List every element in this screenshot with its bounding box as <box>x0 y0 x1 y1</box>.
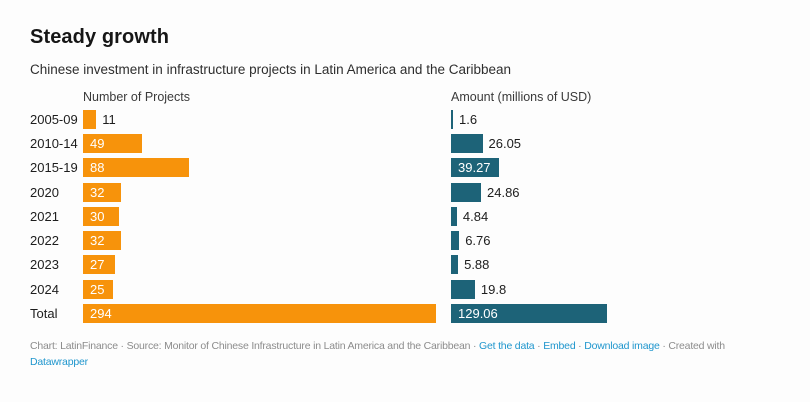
amount-bar-track: 129.06 <box>451 304 786 324</box>
footer-text: · <box>575 340 585 352</box>
projects-value-label: 88 <box>90 160 105 176</box>
row-label: 2010-14 <box>30 135 78 151</box>
table-row: 2010-14 49 26.05 <box>30 131 786 155</box>
projects-bar: 30 <box>83 206 119 226</box>
footer-credits: Chart: LatinFinance · Source: Monitor of… <box>30 339 800 370</box>
table-row: 2021 30 4.84 <box>30 204 786 228</box>
projects-bar: 27 <box>83 255 116 275</box>
row-label: 2023 <box>30 257 59 273</box>
projects-bar-track: 88 <box>83 158 451 178</box>
amount-column-header: Amount (millions of USD) <box>451 90 592 104</box>
amount-value-label: 129.06 <box>458 306 498 322</box>
amount-bar <box>451 255 459 275</box>
row-label: 2020 <box>30 184 59 200</box>
footer-text: · Created with <box>659 340 725 352</box>
amount-bar-track: 1.6 <box>451 109 786 129</box>
projects-bar-track: 32 <box>83 182 451 202</box>
amount-value-label: 24.86 <box>487 184 520 200</box>
projects-value-label: 27 <box>90 257 105 273</box>
footer-link-embed[interactable]: Embed <box>543 340 576 352</box>
amount-value-label: 4.84 <box>462 208 489 224</box>
amount-bar-track: 39.27 <box>451 158 786 178</box>
projects-bar-track: 294 <box>83 304 451 324</box>
amount-bar <box>451 133 483 153</box>
row-label: Total <box>30 306 58 322</box>
footer-link-datawrapper[interactable]: Datawrapper <box>30 355 88 368</box>
projects-value-label: 49 <box>90 135 105 151</box>
footer-text: · <box>534 340 544 352</box>
projects-value-label: 32 <box>90 184 105 200</box>
projects-bar-track: 32 <box>83 231 451 251</box>
row-label: 2005-09 <box>30 111 78 127</box>
amount-value-label: 19.8 <box>480 281 507 297</box>
amount-bar <box>451 206 457 226</box>
footer-text: Chart: LatinFinance · Source: Monitor of… <box>30 340 480 352</box>
projects-value-label: 11 <box>102 111 116 127</box>
amount-bar: 39.27 <box>451 158 499 178</box>
table-row: 2022 32 6.76 <box>30 228 786 252</box>
amount-value-label: 39.27 <box>458 160 491 176</box>
projects-bar: 32 <box>83 182 122 202</box>
amount-value-label: 26.05 <box>488 135 522 151</box>
projects-bar-track: 25 <box>83 279 451 299</box>
projects-bar-track: 49 <box>83 133 451 153</box>
row-label: 2022 <box>30 233 59 249</box>
amount-bar-track: 6.76 <box>451 231 786 251</box>
projects-bar-track: 27 <box>83 255 451 275</box>
projects-value-label: 30 <box>90 208 105 224</box>
table-row: 2024 25 19.8 <box>30 277 786 301</box>
projects-value-label: 25 <box>90 281 105 297</box>
amount-bar-track: 4.84 <box>451 206 786 226</box>
amount-bar-track: 24.86 <box>451 182 786 202</box>
projects-value-label: 294 <box>90 306 112 322</box>
amount-value-label: 1.6 <box>459 111 478 127</box>
projects-bar <box>83 109 97 129</box>
bar-table: Number of Projects Amount (millions of U… <box>30 87 786 326</box>
amount-bar <box>451 231 460 251</box>
projects-bar: 32 <box>83 231 122 251</box>
projects-bar: 25 <box>83 279 113 299</box>
table-row: 2023 27 5.88 <box>30 253 786 277</box>
table-row: Total 294 129.06 <box>30 301 786 325</box>
row-label: 2024 <box>30 281 59 297</box>
row-label: 2021 <box>30 208 59 224</box>
row-label: 2015-19 <box>30 160 78 176</box>
chart-subtitle: Chinese investment in infrastructure pro… <box>30 62 512 77</box>
projects-bar-track: 30 <box>83 206 451 226</box>
projects-bar-track: 11 <box>83 109 451 129</box>
chart-title: Steady growth <box>30 26 170 48</box>
projects-bar: 294 <box>83 304 436 324</box>
projects-bar: 88 <box>83 158 189 178</box>
column-headers: Number of Projects Amount (millions of U… <box>30 87 786 107</box>
bar-rows: 2005-09 11 1.6 2010-14 49 26.05 2015-19 88 39.27… <box>30 107 786 326</box>
amount-bar-track: 5.88 <box>451 255 786 275</box>
projects-column-header: Number of Projects <box>83 90 190 104</box>
projects-bar: 49 <box>83 133 142 153</box>
projects-value-label: 32 <box>90 233 105 249</box>
table-row: 2005-09 11 1.6 <box>30 107 786 131</box>
amount-bar <box>451 109 453 129</box>
amount-bar: 129.06 <box>451 304 607 324</box>
amount-value-label: 6.76 <box>465 233 491 249</box>
table-row: 2015-19 88 39.27 <box>30 156 786 180</box>
footer-link-download-image[interactable]: Download image <box>584 340 660 352</box>
amount-bar-track: 19.8 <box>451 279 786 299</box>
table-row: 2020 32 24.86 <box>30 180 786 204</box>
amount-bar <box>451 182 481 202</box>
amount-bar-track: 26.05 <box>451 133 786 153</box>
amount-value-label: 5.88 <box>464 257 490 273</box>
amount-bar <box>451 279 475 299</box>
footer-link-get-the-data[interactable]: Get the data <box>479 340 535 352</box>
